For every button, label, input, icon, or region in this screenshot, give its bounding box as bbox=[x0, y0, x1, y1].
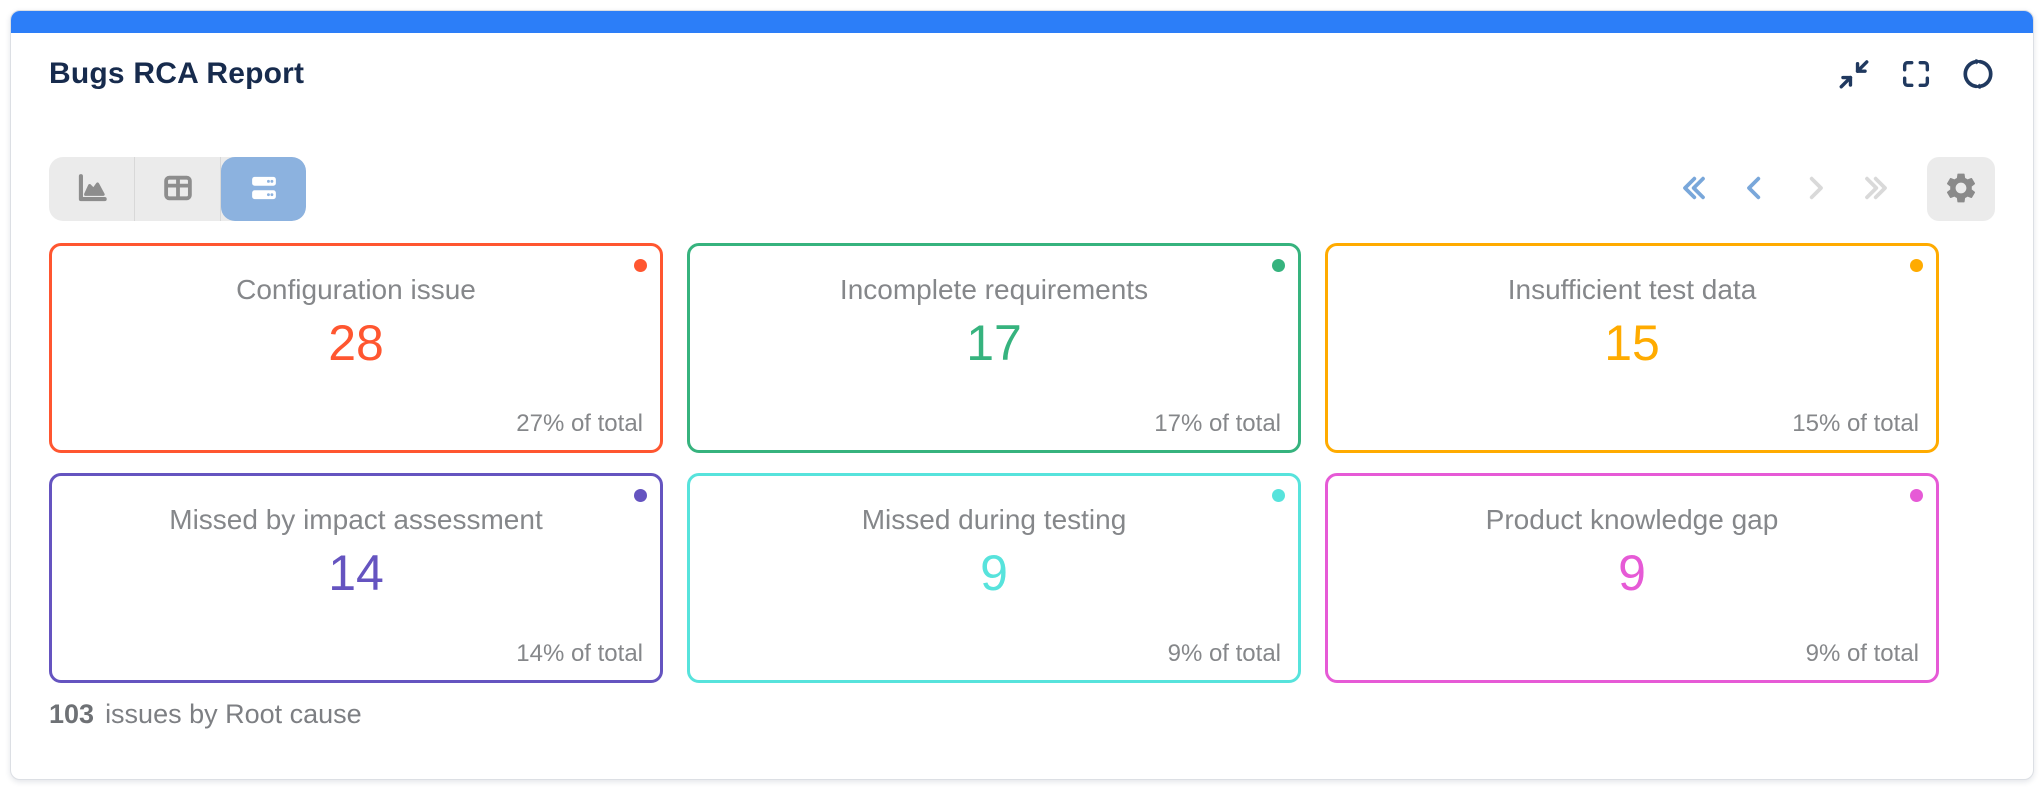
card-value: 14 bbox=[328, 544, 384, 601]
first-page-button[interactable] bbox=[1679, 172, 1711, 207]
gear-icon bbox=[1943, 170, 1979, 209]
summary-footer: 103 issues by Root cause bbox=[49, 699, 1995, 730]
fullscreen-brackets-icon bbox=[1899, 57, 1933, 91]
header-actions bbox=[1837, 57, 1995, 91]
divider bbox=[220, 157, 221, 221]
card-label: Incomplete requirements bbox=[839, 274, 1149, 305]
rca-card-configuration-issue[interactable]: Configuration issue 28 27% of total bbox=[49, 243, 663, 453]
page-title: Bugs RCA Report bbox=[49, 57, 305, 90]
chevron-left-icon bbox=[1739, 172, 1771, 207]
double-chevron-left-icon bbox=[1679, 172, 1711, 207]
chevron-right-icon bbox=[1799, 172, 1831, 207]
status-dot-icon bbox=[1910, 259, 1923, 272]
collapse-arrows-icon bbox=[1837, 57, 1871, 91]
summary-caption: issues by Root cause bbox=[105, 699, 362, 729]
card-label: Missed during testing bbox=[861, 504, 1127, 535]
card-label: Insufficient test data bbox=[1507, 274, 1757, 305]
rca-card-insufficient-test-data[interactable]: Insufficient test data 15 15% of total bbox=[1325, 243, 1939, 453]
cards-view-button[interactable] bbox=[221, 157, 306, 221]
area-chart-icon bbox=[73, 169, 111, 210]
refresh-arrows-icon bbox=[1961, 57, 1995, 91]
previous-page-button[interactable] bbox=[1739, 172, 1771, 207]
table-grid-icon bbox=[159, 169, 197, 210]
card-percent: 15% of total bbox=[1792, 410, 1919, 437]
card-label: Missed by impact assessment bbox=[169, 504, 543, 535]
view-toggle-group bbox=[49, 157, 306, 221]
status-dot-icon bbox=[1272, 259, 1285, 272]
collapse-button[interactable] bbox=[1837, 57, 1871, 91]
card-percent: 17% of total bbox=[1154, 410, 1281, 437]
card-label: Product knowledge gap bbox=[1485, 504, 1779, 535]
table-view-button[interactable] bbox=[135, 157, 220, 221]
card-value: 17 bbox=[966, 314, 1022, 371]
gadget-header: Bugs RCA Report bbox=[49, 53, 1995, 95]
status-dot-icon bbox=[1272, 489, 1285, 502]
chart-view-button[interactable] bbox=[49, 157, 134, 221]
rca-card-incomplete-requirements[interactable]: Incomplete requirements 17 17% of total bbox=[687, 243, 1301, 453]
toolbar bbox=[49, 157, 1995, 221]
card-percent: 9% of total bbox=[1805, 640, 1919, 667]
card-percent: 14% of total bbox=[516, 640, 643, 667]
rca-card-missed-by-impact-assessment[interactable]: Missed by impact assessment 14 14% of to… bbox=[49, 473, 663, 683]
card-value: 9 bbox=[1618, 544, 1646, 601]
fullscreen-button[interactable] bbox=[1899, 57, 1933, 91]
status-dot-icon bbox=[1910, 489, 1923, 502]
card-percent: 27% of total bbox=[516, 410, 643, 437]
card-value: 9 bbox=[980, 544, 1008, 601]
rca-cards-grid: Configuration issue 28 27% of total Inco… bbox=[49, 243, 1995, 683]
report-gadget-panel: Bugs RCA Report bbox=[10, 10, 2034, 780]
next-page-button[interactable] bbox=[1799, 172, 1831, 207]
total-issues-count: 103 bbox=[49, 699, 95, 729]
status-dot-icon bbox=[634, 259, 647, 272]
cards-list-icon bbox=[245, 169, 283, 210]
card-label: Configuration issue bbox=[236, 274, 476, 305]
card-percent: 9% of total bbox=[1167, 640, 1281, 667]
refresh-button[interactable] bbox=[1961, 57, 1995, 91]
rca-card-missed-during-testing[interactable]: Missed during testing 9 9% of total bbox=[687, 473, 1301, 683]
card-value: 28 bbox=[328, 314, 384, 371]
status-dot-icon bbox=[634, 489, 647, 502]
card-value: 15 bbox=[1604, 314, 1660, 371]
double-chevron-right-icon bbox=[1859, 172, 1891, 207]
settings-button[interactable] bbox=[1927, 157, 1995, 221]
accent-top-bar bbox=[11, 11, 2033, 33]
pagination bbox=[1679, 172, 1891, 207]
divider bbox=[134, 157, 135, 221]
rca-card-product-knowledge-gap[interactable]: Product knowledge gap 9 9% of total bbox=[1325, 473, 1939, 683]
last-page-button[interactable] bbox=[1859, 172, 1891, 207]
toolbar-right bbox=[1679, 157, 1995, 221]
